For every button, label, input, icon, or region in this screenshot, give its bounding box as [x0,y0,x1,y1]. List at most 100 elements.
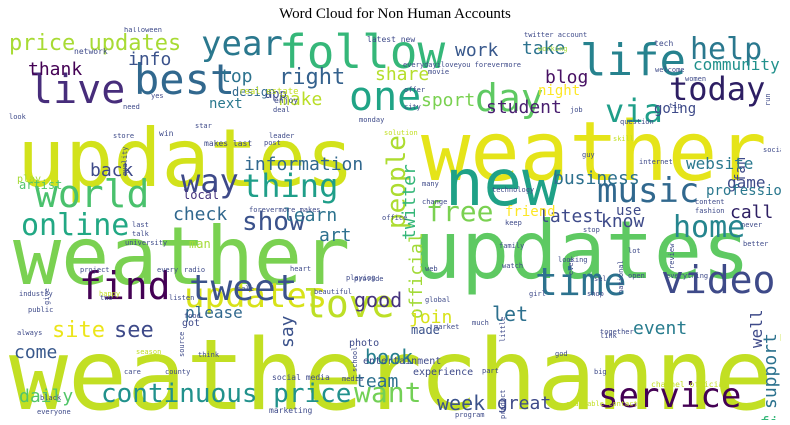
cloud-word: updates [413,204,751,297]
cloud-word: talk [132,230,149,238]
cloud-word: live [29,67,126,113]
cloud-word: solution [384,129,418,137]
cloud-word: product [499,389,507,420]
cloud-word: price updates [9,31,182,56]
cloud-word: top [220,66,253,87]
cloud-word: source [178,331,186,358]
cloud-word: job [570,106,583,114]
cloud-word: link [600,332,617,340]
cloud-word: show [242,207,305,237]
cloud-word: experience [413,367,474,378]
cloud-word: weather [13,210,351,303]
cloud-word: sale [237,285,254,293]
cloud-word: big [594,368,607,376]
cloud-word: updates [184,276,328,316]
cloud-word: first [760,415,781,421]
cloud-word: back [90,160,134,181]
cloud-word: new [445,147,561,221]
cloud-word: come [14,342,58,363]
cloud-word: real estate [239,87,299,97]
cloud-word: better [743,240,769,248]
cloud-word: game [727,173,766,192]
cloud-word: information [244,154,364,175]
cloud-word: night [538,83,581,99]
cloud-word: monday [359,116,385,124]
cloud-word: app [265,87,287,101]
cloud-word: blog [545,67,589,88]
cloud-word: look [9,113,26,121]
cloud-word: makes last [204,139,253,148]
cloud-word: twitter [399,163,420,240]
cloud-word: via [605,92,663,130]
cloud-word: give [43,287,51,305]
cloud-word: available contact [566,400,638,408]
cloud-word: good [354,288,403,312]
cloud-word: store [113,132,135,140]
cloud-word: online [21,208,130,243]
cloud-word: together [600,328,634,336]
cloud-word: provide [354,275,384,283]
cloud-word: listen [169,294,195,302]
cloud-word: make [279,89,323,110]
cloud-word: student [486,97,562,118]
cloud-word: weather [421,105,767,200]
cloud-word: website [686,154,754,173]
cloud-word: city [404,103,421,111]
cloud-word: info [128,49,172,70]
cloud-word: life [580,35,686,86]
cloud-word: social media [272,373,330,382]
cloud-word: university [125,239,168,247]
cloud-word: family [499,242,525,250]
cloud-word: say [277,315,298,349]
figure-title: Word Cloud for Non Human Accounts [279,6,511,22]
cloud-word: weather [9,319,423,420]
cloud-word: national [617,259,625,294]
cloud-word: home [673,210,746,245]
cloud-word: deal [273,106,290,114]
cloud-word: great [497,393,552,414]
cloud-word: win [159,129,174,138]
cloud-word: office [382,214,408,222]
cloud-word: photo [349,338,380,349]
cloud-word: updates [17,112,355,205]
cloud-word: media [342,375,364,383]
cloud-word: music [597,171,700,211]
cloud-word: local [183,188,220,202]
cloud-word: never [741,221,763,229]
cloud-word: star [195,122,212,130]
cloud-word: skill [613,135,635,143]
cloud-word: week [437,391,486,415]
cloud-word: follow [279,27,446,79]
cloud-word: sel [594,275,607,283]
cloud-word: girl [529,290,546,298]
cloud-word: even [567,257,575,275]
cloud-word: think [198,351,220,359]
cloud-word: industry [19,290,53,298]
cloud-word: channel official [651,380,729,389]
cloud-word: latest [539,206,605,227]
cloud-word: market [434,323,460,331]
cloud-word: work [455,40,499,61]
cloud-word: call [730,202,774,223]
cloud-word: everydayiloveyou forevermore [403,61,522,69]
cloud-word: today [669,70,766,108]
cloud-word: everyone [37,408,71,416]
cloud-word: network [74,47,108,56]
cloud-word: world [35,172,150,216]
cloud-word: right [279,65,346,90]
cloud-word: learn [283,205,338,226]
cloud-word: guy [582,151,595,159]
cloud-word: two [100,294,113,302]
cloud-word: check [173,204,228,225]
cloud-word: god [555,350,568,358]
cloud-word: happy [99,290,121,298]
cloud-word: public [28,306,54,314]
cloud-word: food [184,312,201,320]
cloud-word: beautiful [314,288,352,296]
cloud-word: professional [706,183,781,199]
cloud-word: made [411,323,440,337]
cloud-word: artist [19,178,63,192]
word-cloud: weatherchannelupdatesweatherweatherupdat… [9,27,781,420]
cloud-word: post [264,139,281,147]
cloud-word: everything [666,272,709,280]
